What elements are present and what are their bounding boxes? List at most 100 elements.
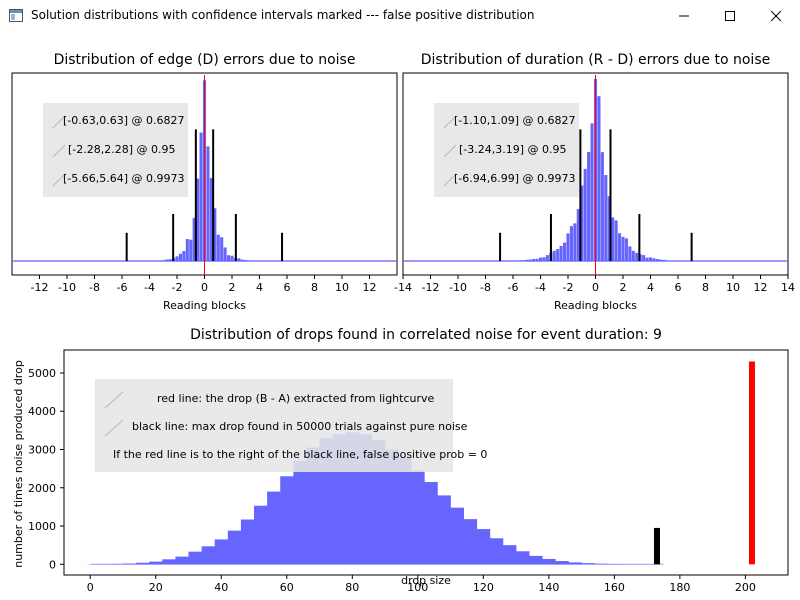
- chart2-bar: [576, 209, 580, 261]
- chart2-x-tick-label: 10: [726, 281, 740, 294]
- chart1-legend-swatch: [52, 144, 66, 158]
- chart1-bar: [244, 260, 248, 261]
- chart3-x-tick-label: 60: [280, 581, 294, 594]
- chart2-bar: [614, 220, 618, 261]
- chart2-bar: [556, 249, 560, 261]
- chart2-legend-entry: [-6.94,6.99] @ 0.9973: [454, 172, 576, 185]
- chart2-bar: [618, 233, 622, 261]
- chart2-bar: [535, 258, 539, 261]
- chart3-bar: [581, 563, 596, 565]
- chart3-y-tick-label: 4000: [28, 405, 56, 418]
- chart3-legend-box: [95, 379, 453, 472]
- chart1-bar: [185, 239, 189, 261]
- chart2-bar: [611, 217, 615, 261]
- chart2-x-tick-label: 8: [702, 281, 709, 294]
- chart2-x-tick-label: -14: [394, 281, 412, 294]
- chart1-bar: [189, 239, 193, 261]
- chart3-legend-swatch: [104, 391, 124, 409]
- chart2-x-tick-label: -6: [508, 281, 519, 294]
- chart2-bar: [545, 255, 549, 261]
- chart1-x-tick-label: 2: [229, 281, 236, 294]
- maximize-button[interactable]: [707, 0, 753, 32]
- chart2-x-tick-label: 4: [647, 281, 654, 294]
- chart3-x-tick-label: 120: [473, 581, 494, 594]
- chart3-bar: [267, 491, 281, 565]
- chart1-x-tick-label: -10: [58, 281, 76, 294]
- chart3-red-line: [748, 361, 755, 565]
- chart1-bar: [196, 178, 200, 261]
- chart1-legend-box: [43, 103, 188, 197]
- chart1-legend-entry: [-2.28,2.28] @ 0.95: [68, 143, 176, 156]
- chart2-legend-entry: [-1.10,1.09] @ 0.6827: [454, 114, 576, 127]
- chart3-bar: [424, 482, 438, 565]
- chart3-x-label: drop size: [401, 574, 451, 587]
- chart2-bar: [525, 259, 529, 261]
- chart3-x-tick-label: 200: [735, 581, 756, 594]
- chart2-bar: [583, 168, 587, 261]
- chart2-bar: [662, 259, 666, 261]
- app-icon: [9, 9, 23, 22]
- chart3-y-tick-label: 1000: [28, 520, 56, 533]
- minimize-button[interactable]: [661, 0, 707, 32]
- chart2-bar: [642, 255, 646, 261]
- chart3-bar: [280, 476, 294, 565]
- chart3-bar: [162, 559, 176, 565]
- chart2-bar: [597, 96, 601, 261]
- window-title: Solution distributions with confidence i…: [31, 8, 535, 22]
- chart3-x-tick-label: 180: [669, 581, 690, 594]
- chart3-y-label: number of times noise produced drop: [12, 360, 25, 568]
- chart2-bar: [532, 258, 536, 261]
- chart3-x-tick-label: 80: [345, 581, 359, 594]
- chart2-legend-swatch: [443, 115, 457, 129]
- chart2-bar: [587, 151, 591, 261]
- chart2-x-tick-label: -12: [422, 281, 440, 294]
- chart3-bar: [411, 470, 425, 565]
- chart2-x-tick-label: -8: [480, 281, 491, 294]
- chart1-bar: [240, 259, 244, 261]
- chart3-bar: [476, 529, 491, 565]
- chart1-bar: [178, 253, 182, 261]
- chart3-bar: [489, 538, 504, 565]
- chart1-bar: [223, 247, 227, 261]
- chart2-bar: [538, 257, 543, 261]
- chart3-bar: [555, 561, 569, 565]
- chart1-bar: [168, 259, 172, 261]
- close-button[interactable]: [753, 0, 799, 32]
- chart1-x-tick-label: 6: [284, 281, 291, 294]
- chart3-x-tick-label: 140: [538, 581, 559, 594]
- chart1-x-tick-label: 8: [311, 281, 318, 294]
- chart2-bar: [563, 242, 567, 261]
- plots-canvas: Distribution of edge (D) errors due to n…: [11, 52, 795, 594]
- chart1-title: Distribution of edge (D) errors due to n…: [54, 52, 356, 68]
- chart1-bar: [182, 251, 186, 261]
- chart2-x-tick-label: -2: [563, 281, 574, 294]
- chart3-bar: [306, 447, 320, 565]
- chart1-bar: [216, 234, 220, 261]
- chart1-bar: [230, 255, 234, 261]
- chart3-black-line: [653, 527, 660, 565]
- chart1-legend-entry: [-0.63,0.63] @ 0.6827: [63, 114, 185, 127]
- chart1-bar: [227, 255, 231, 261]
- chart1-bar: [220, 237, 224, 261]
- chart2-legend-swatch: [443, 173, 457, 187]
- chart1-bar: [237, 258, 241, 261]
- chart2-legend-entry: [-3.24,3.19] @ 0.95: [459, 143, 567, 156]
- chart2-bar: [628, 246, 632, 261]
- chart3-bar: [594, 563, 609, 565]
- chart3-x-tick-label: 20: [149, 581, 163, 594]
- chart1-bar: [199, 132, 203, 261]
- chart2-bar: [645, 257, 649, 261]
- chart3-bar: [240, 519, 255, 565]
- chart1-x-label: Reading blocks: [163, 299, 246, 312]
- chart1-bar: [161, 260, 165, 261]
- chart2-bar: [624, 238, 628, 261]
- chart1-bar: [213, 208, 217, 261]
- chart3-legend-entry: If the red line is to the right of the b…: [113, 448, 487, 461]
- chart2-bar: [573, 223, 577, 261]
- minimize-icon: [679, 15, 689, 17]
- chart3-y-tick-label: 2000: [28, 482, 56, 495]
- chart1-bar: [192, 217, 196, 261]
- chart1-x-tick-label: -6: [117, 281, 128, 294]
- chart3-y-tick-label: 0: [49, 558, 56, 571]
- chart2-title: Distribution of duration (R - D) errors …: [421, 52, 770, 68]
